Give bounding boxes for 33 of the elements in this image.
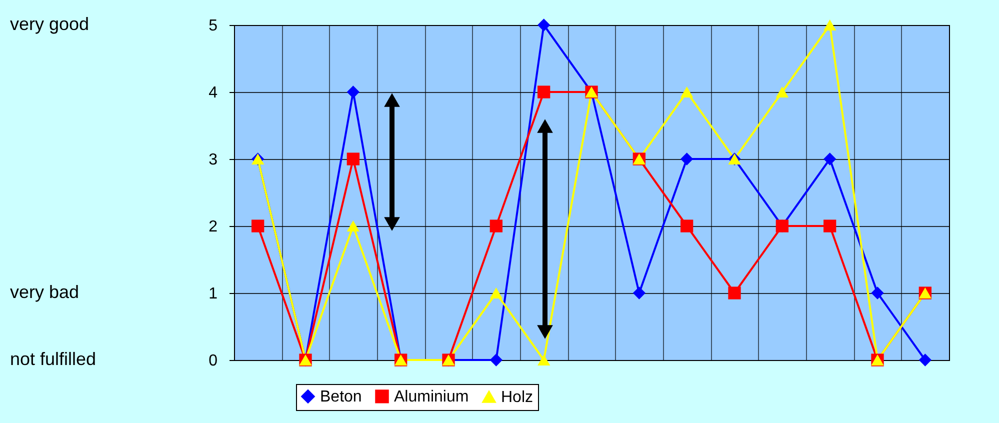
point xyxy=(538,18,550,32)
point xyxy=(680,86,694,98)
y-tick-label: 3 xyxy=(208,152,218,168)
point xyxy=(252,220,264,232)
point xyxy=(538,354,550,366)
point xyxy=(490,354,502,366)
legend-label: Aluminium xyxy=(394,388,469,406)
point xyxy=(776,86,788,98)
point xyxy=(824,152,836,166)
y-tick-label: 4 xyxy=(208,84,218,102)
y-tick-label: 5 xyxy=(208,18,218,34)
point xyxy=(680,220,694,232)
y-tick-label: 0 xyxy=(208,352,218,370)
point xyxy=(490,220,502,232)
text: very good xyxy=(10,14,90,34)
point xyxy=(538,86,550,98)
legend-label: Holz xyxy=(501,388,534,406)
y-tick-label: 2 xyxy=(208,218,218,236)
point xyxy=(824,220,836,232)
point xyxy=(824,20,836,30)
y-tick-label: 1 xyxy=(208,286,218,302)
point xyxy=(346,152,360,166)
legend-label: Beton xyxy=(320,388,362,406)
point xyxy=(346,220,360,232)
point xyxy=(680,152,694,166)
point xyxy=(632,286,646,300)
point xyxy=(490,288,502,298)
point xyxy=(346,86,360,98)
text: very bad xyxy=(10,282,80,302)
text: not fulfilled xyxy=(10,349,96,369)
point xyxy=(728,286,741,300)
point xyxy=(871,286,884,300)
point xyxy=(918,354,932,366)
